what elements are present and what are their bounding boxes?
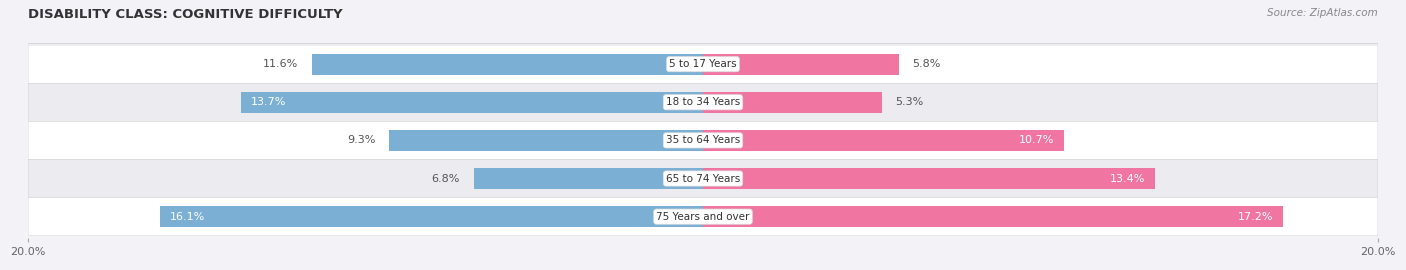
Text: 35 to 64 Years: 35 to 64 Years	[666, 135, 740, 146]
Text: 65 to 74 Years: 65 to 74 Years	[666, 174, 740, 184]
Text: 17.2%: 17.2%	[1237, 212, 1274, 222]
Text: 9.3%: 9.3%	[347, 135, 375, 146]
FancyBboxPatch shape	[28, 45, 1378, 83]
FancyBboxPatch shape	[28, 83, 1378, 121]
Text: Source: ZipAtlas.com: Source: ZipAtlas.com	[1267, 8, 1378, 18]
Text: 10.7%: 10.7%	[1018, 135, 1054, 146]
Bar	[703, 54, 898, 75]
Legend: Male, Female: Male, Female	[643, 267, 763, 270]
Text: 75 Years and over: 75 Years and over	[657, 212, 749, 222]
Bar	[160, 206, 703, 227]
Bar	[474, 168, 703, 189]
Bar	[703, 92, 882, 113]
Text: 18 to 34 Years: 18 to 34 Years	[666, 97, 740, 107]
FancyBboxPatch shape	[28, 160, 1378, 198]
Text: 5 to 17 Years: 5 to 17 Years	[669, 59, 737, 69]
Text: 11.6%: 11.6%	[263, 59, 298, 69]
Bar	[703, 130, 1064, 151]
Text: 5.8%: 5.8%	[912, 59, 941, 69]
Bar	[312, 54, 703, 75]
Bar	[703, 206, 1284, 227]
Bar	[703, 168, 1156, 189]
FancyBboxPatch shape	[28, 198, 1378, 236]
Bar	[240, 92, 703, 113]
Text: 6.8%: 6.8%	[432, 174, 460, 184]
Text: DISABILITY CLASS: COGNITIVE DIFFICULTY: DISABILITY CLASS: COGNITIVE DIFFICULTY	[28, 8, 343, 21]
FancyBboxPatch shape	[28, 121, 1378, 160]
Text: 13.7%: 13.7%	[250, 97, 287, 107]
Text: 5.3%: 5.3%	[896, 97, 924, 107]
Text: 13.4%: 13.4%	[1109, 174, 1144, 184]
Text: 16.1%: 16.1%	[170, 212, 205, 222]
Bar	[389, 130, 703, 151]
